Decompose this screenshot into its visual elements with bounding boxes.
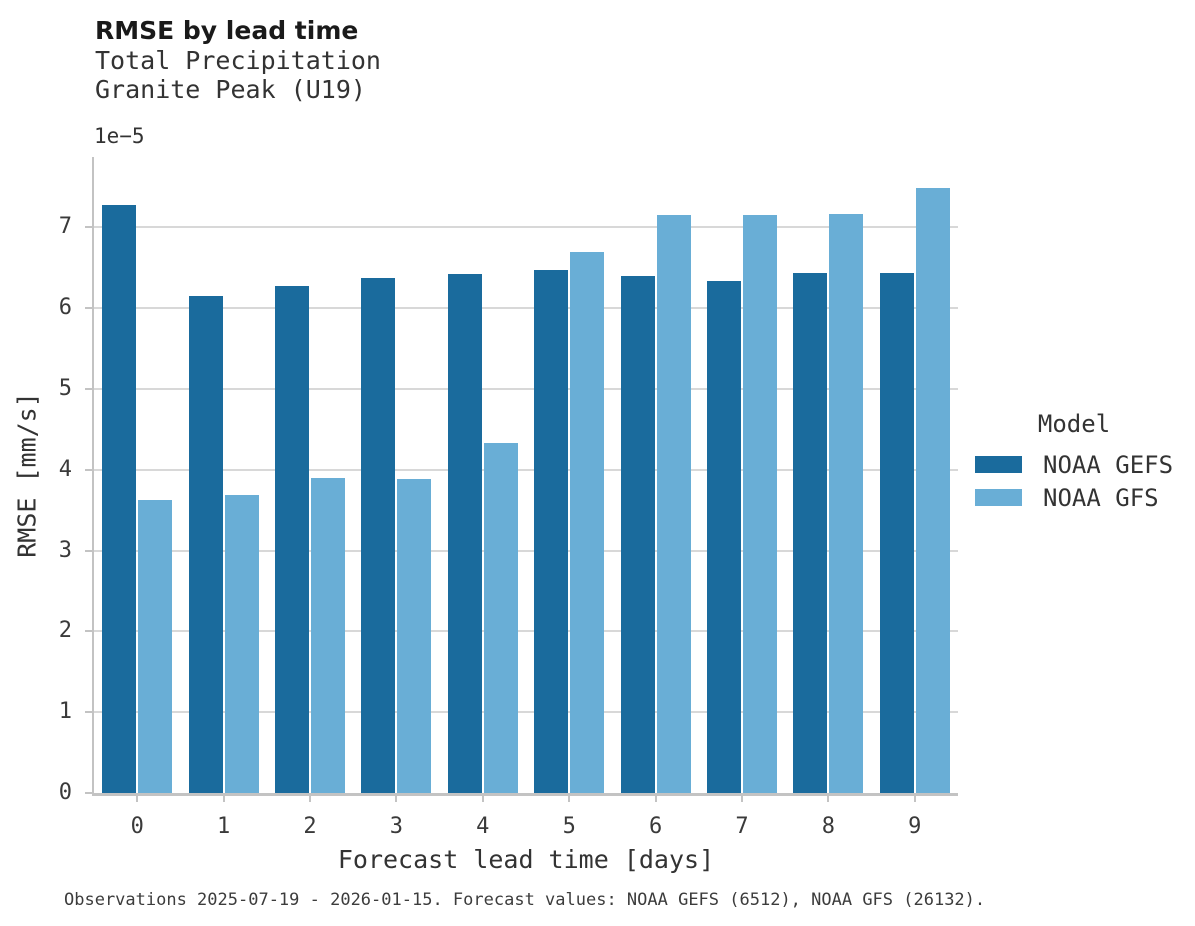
y-tick-mark-6 bbox=[85, 307, 92, 310]
bar-noaa-gfs-lead-4 bbox=[483, 443, 518, 793]
bar-noaa-gefs-lead-9 bbox=[879, 273, 914, 793]
y-axis-offset-label: 1e−5 bbox=[94, 124, 145, 148]
bar-noaa-gfs-lead-8 bbox=[829, 214, 864, 793]
legend-item-noaa-gefs: NOAA GEFS bbox=[975, 448, 1173, 481]
x-tick-label-9: 9 bbox=[908, 814, 922, 839]
gridline-y-6 bbox=[94, 307, 958, 310]
bar-noaa-gfs-lead-7 bbox=[743, 215, 777, 793]
x-tick-label-2: 2 bbox=[303, 814, 317, 839]
x-tick-mark-5 bbox=[568, 796, 571, 802]
bar-noaa-gefs-lead-3 bbox=[361, 278, 396, 793]
y-tick-label-6: 6 bbox=[58, 295, 72, 321]
gridline-y-3 bbox=[94, 549, 958, 552]
bar-noaa-gefs-lead-2 bbox=[275, 286, 309, 793]
x-tick-label-4: 4 bbox=[476, 814, 490, 839]
x-tick-mark-9 bbox=[913, 796, 916, 802]
y-tick-mark-4 bbox=[85, 468, 92, 471]
y-tick-label-7: 7 bbox=[58, 214, 72, 240]
y-tick-label-3: 3 bbox=[58, 537, 72, 563]
bar-noaa-gefs-lead-1 bbox=[188, 296, 223, 793]
x-tick-mark-7 bbox=[741, 796, 743, 802]
bar-noaa-gefs-lead-5 bbox=[534, 270, 569, 793]
bar-noaa-gfs-lead-1 bbox=[224, 495, 259, 793]
legend-item-noaa-gfs: NOAA GFS bbox=[975, 481, 1173, 514]
bar-noaa-gefs-lead-4 bbox=[447, 274, 482, 793]
chart-subtitle-variable: Total Precipitation bbox=[95, 46, 381, 75]
x-tick-label-7: 7 bbox=[735, 814, 749, 839]
x-tick-mark-4 bbox=[481, 796, 484, 802]
y-axis-title: RMSE [mm/s] bbox=[12, 392, 42, 558]
legend-items: NOAA GEFS NOAA GFS bbox=[975, 448, 1173, 514]
x-tick-label-3: 3 bbox=[389, 814, 404, 839]
gridline-y-1 bbox=[94, 711, 958, 714]
legend-title: Model bbox=[1037, 410, 1111, 438]
bar-noaa-gefs-lead-6 bbox=[620, 276, 655, 793]
bar-noaa-gfs-lead-0 bbox=[138, 500, 173, 793]
x-tick-mark-3 bbox=[395, 796, 398, 802]
gridline-y-4 bbox=[94, 468, 958, 471]
gridline-y-5 bbox=[94, 387, 958, 390]
bar-noaa-gefs-lead-8 bbox=[793, 273, 828, 793]
y-tick-label-4: 4 bbox=[58, 456, 72, 482]
x-tick-mark-8 bbox=[827, 796, 830, 802]
gridline-y-7 bbox=[94, 226, 958, 229]
plot-area bbox=[92, 157, 958, 796]
x-tick-label-0: 0 bbox=[130, 814, 144, 839]
y-tick-label-5: 5 bbox=[58, 375, 72, 401]
x-tick-mark-2 bbox=[309, 796, 311, 802]
y-tick-mark-1 bbox=[85, 711, 92, 714]
legend-label-noaa-gfs: NOAA GFS bbox=[1043, 483, 1159, 512]
x-tick-mark-0 bbox=[136, 796, 139, 802]
y-tick-mark-5 bbox=[85, 387, 92, 390]
legend-label-noaa-gefs: NOAA GEFS bbox=[1043, 450, 1174, 479]
y-tick-label-1: 1 bbox=[58, 699, 72, 725]
y-tick-label-0: 0 bbox=[58, 780, 72, 805]
bar-noaa-gfs-lead-6 bbox=[656, 215, 691, 793]
x-tick-mark-1 bbox=[222, 796, 225, 802]
footnote: Observations 2025-07-19 - 2026-01-15. Fo… bbox=[64, 890, 986, 910]
x-tick-label-1: 1 bbox=[216, 814, 231, 839]
x-tick-mark-6 bbox=[654, 796, 657, 802]
y-tick-mark-7 bbox=[85, 226, 92, 229]
x-axis-title: Forecast lead time [days] bbox=[337, 845, 715, 874]
gridline-y-2 bbox=[94, 630, 958, 633]
bar-noaa-gefs-lead-0 bbox=[102, 205, 137, 793]
bar-noaa-gfs-lead-2 bbox=[311, 478, 345, 793]
bar-noaa-gfs-lead-5 bbox=[570, 252, 605, 793]
chart-subtitle-station: Granite Peak (U19) bbox=[95, 75, 366, 104]
y-tick-mark-2 bbox=[85, 630, 92, 633]
bar-noaa-gefs-lead-7 bbox=[707, 281, 741, 793]
legend: Model NOAA GEFS NOAA GFS bbox=[975, 410, 1173, 514]
x-tick-label-5: 5 bbox=[562, 814, 576, 839]
y-tick-mark-0 bbox=[85, 792, 92, 794]
y-tick-label-2: 2 bbox=[58, 618, 72, 644]
bar-noaa-gfs-lead-9 bbox=[915, 188, 950, 793]
legend-swatch-noaa-gefs bbox=[975, 456, 1022, 473]
legend-swatch-noaa-gfs bbox=[975, 489, 1022, 506]
chart-title: RMSE by lead time bbox=[95, 16, 359, 45]
bar-noaa-gfs-lead-3 bbox=[397, 479, 432, 793]
x-tick-label-8: 8 bbox=[821, 814, 836, 839]
x-tick-label-6: 6 bbox=[648, 814, 663, 839]
y-tick-mark-3 bbox=[85, 549, 92, 552]
